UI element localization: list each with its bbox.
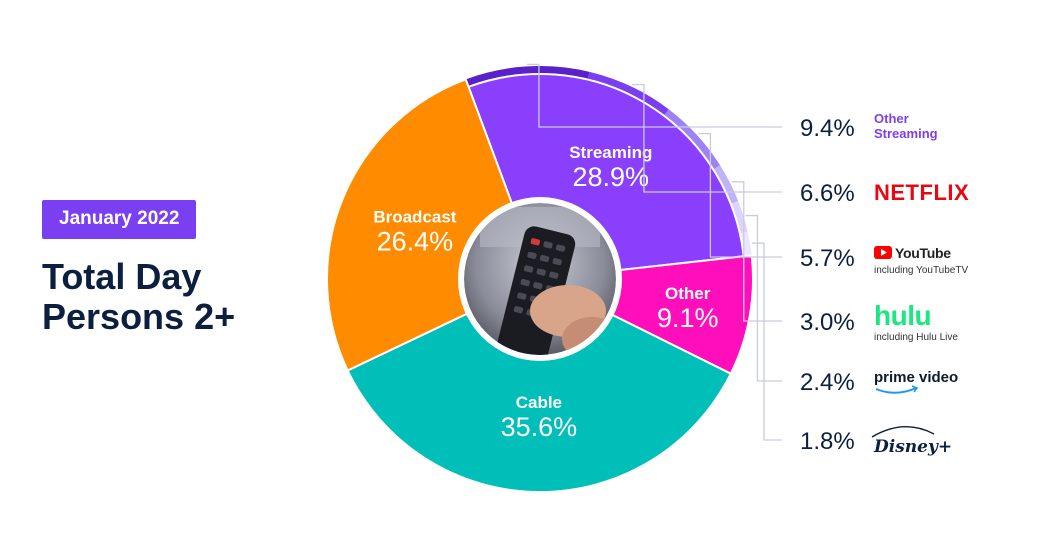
brand-other-streaming-line2: Streaming bbox=[874, 126, 938, 141]
youtube-play-triangle bbox=[881, 249, 887, 256]
title-block: January 2022 Total Day Persons 2+ bbox=[42, 200, 235, 337]
leader-line bbox=[698, 132, 782, 258]
date-badge: January 2022 bbox=[42, 200, 197, 239]
hulu-logo: hulu bbox=[874, 300, 931, 331]
page-title-line-2: Persons 2+ bbox=[42, 296, 236, 337]
youtube-subtext: including YouTubeTV bbox=[874, 265, 968, 276]
remote-button bbox=[543, 241, 553, 249]
remote-button bbox=[536, 268, 546, 276]
streaming-percent-3: 3.0% bbox=[800, 309, 855, 336]
remote-button bbox=[527, 251, 537, 259]
disney-arc-icon bbox=[871, 425, 935, 438]
brand-other-streaming: Other bbox=[874, 111, 909, 126]
slice-label-cable: Cable bbox=[516, 393, 562, 412]
remote-button bbox=[555, 244, 566, 252]
streaming-percent-1: 6.6% bbox=[800, 180, 855, 207]
slice-value-other: 9.1% bbox=[657, 303, 719, 333]
prime-video-logo: prime video bbox=[874, 369, 958, 386]
slice-label-other: Other bbox=[665, 284, 711, 303]
remote-button bbox=[549, 271, 559, 279]
prime-smile-icon bbox=[875, 387, 917, 394]
hulu-subtext: including Hulu Live bbox=[874, 332, 958, 343]
leader-line bbox=[631, 84, 782, 193]
remote-button bbox=[539, 254, 550, 263]
prime-arrow-icon bbox=[911, 385, 919, 393]
slice-value-cable: 35.6% bbox=[501, 412, 578, 442]
streaming-percent-4: 2.4% bbox=[800, 369, 855, 396]
page-title-line-1: Total Day bbox=[42, 256, 202, 297]
disney-plus-logo: Disney+ bbox=[873, 437, 952, 457]
leader-line bbox=[745, 214, 782, 382]
leader-line bbox=[526, 63, 782, 128]
slice-label-broadcast: Broadcast bbox=[373, 207, 456, 226]
remote-button bbox=[552, 258, 562, 266]
remote-button bbox=[533, 282, 543, 290]
slice-label-streaming: Streaming bbox=[569, 143, 652, 162]
remote-button bbox=[523, 265, 534, 273]
streaming-percent-2: 5.7% bbox=[800, 245, 855, 272]
remote-button bbox=[517, 292, 527, 300]
remote-button bbox=[520, 278, 530, 287]
slice-cable bbox=[346, 277, 733, 493]
youtube-logo: YouTube bbox=[895, 245, 951, 261]
remote-button bbox=[513, 306, 524, 314]
streaming-percent-0: 9.4% bbox=[800, 115, 855, 142]
streaming-percent-5: 1.8% bbox=[800, 428, 855, 455]
leader-line bbox=[731, 181, 782, 322]
leader-line bbox=[751, 242, 782, 441]
slice-value-broadcast: 26.4% bbox=[377, 226, 454, 256]
slice-value-streaming: 28.9% bbox=[572, 162, 649, 192]
page-title: Total Day Persons 2+ bbox=[42, 257, 235, 337]
netflix-logo: NETFLIX bbox=[874, 180, 969, 205]
remote-button bbox=[530, 238, 541, 246]
